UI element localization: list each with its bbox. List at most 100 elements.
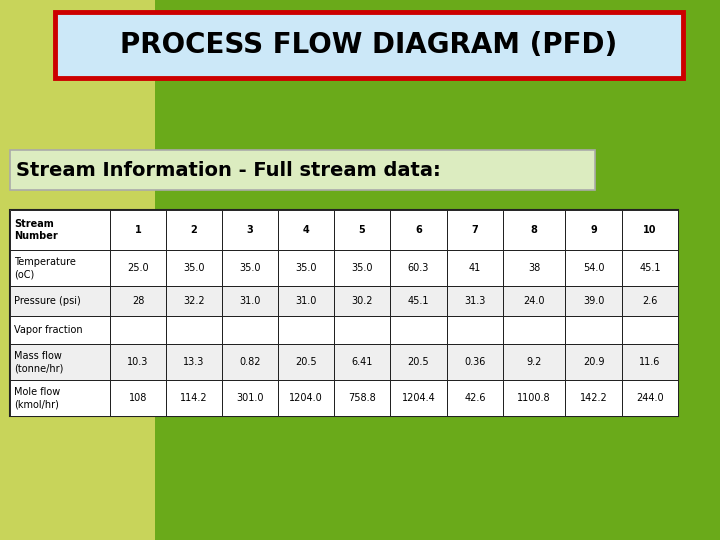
Bar [565, 210, 622, 250]
Bar [390, 286, 447, 316]
Bar [222, 210, 278, 250]
Text: 3: 3 [247, 225, 253, 235]
Text: 6: 6 [415, 225, 422, 235]
Bar [10, 210, 678, 416]
Bar [565, 250, 622, 286]
Bar [390, 250, 447, 286]
Bar [334, 380, 390, 416]
Bar [503, 286, 565, 316]
Bar [166, 380, 222, 416]
Bar [503, 344, 565, 380]
Text: 301.0: 301.0 [236, 393, 264, 403]
Bar [222, 344, 278, 380]
Text: 6.41: 6.41 [351, 357, 373, 367]
Text: 31.3: 31.3 [464, 296, 486, 306]
Text: 39.0: 39.0 [582, 296, 604, 306]
Bar [222, 316, 278, 344]
Bar [10, 344, 678, 380]
Text: 42.6: 42.6 [464, 393, 486, 403]
Text: 45.1: 45.1 [408, 296, 429, 306]
Text: 20.9: 20.9 [582, 357, 604, 367]
Bar [278, 344, 334, 380]
Bar [110, 210, 166, 250]
Bar [110, 250, 166, 286]
Text: 2.6: 2.6 [642, 296, 657, 306]
Text: 5: 5 [359, 225, 365, 235]
Bar [447, 210, 503, 250]
Bar [10, 250, 678, 286]
Text: 9: 9 [590, 225, 597, 235]
Text: 31.0: 31.0 [239, 296, 261, 306]
Bar [622, 210, 678, 250]
Bar [278, 210, 334, 250]
Bar [55, 12, 683, 78]
Bar [10, 316, 678, 344]
Bar [10, 286, 678, 316]
Bar [565, 344, 622, 380]
Bar [334, 344, 390, 380]
Bar [166, 286, 222, 316]
Text: Pressure (psi): Pressure (psi) [14, 296, 81, 306]
Text: 13.3: 13.3 [184, 357, 204, 367]
Bar [10, 210, 110, 250]
Bar [166, 210, 222, 250]
Bar [503, 380, 565, 416]
Bar [278, 316, 334, 344]
Bar [503, 250, 565, 286]
Text: Mole flow
(kmol/hr): Mole flow (kmol/hr) [14, 387, 60, 409]
Text: 28: 28 [132, 296, 144, 306]
Text: 244.0: 244.0 [636, 393, 664, 403]
Text: 35.0: 35.0 [239, 263, 261, 273]
Text: 35.0: 35.0 [295, 263, 317, 273]
Text: Stream
Number: Stream Number [14, 219, 58, 241]
Text: 45.1: 45.1 [639, 263, 661, 273]
Bar [503, 316, 565, 344]
Bar [10, 344, 110, 380]
Text: Mass flow
(tonne/hr): Mass flow (tonne/hr) [14, 351, 63, 373]
Bar [390, 344, 447, 380]
Text: 758.8: 758.8 [348, 393, 376, 403]
Bar [447, 250, 503, 286]
Text: Stream Information - Full stream data:: Stream Information - Full stream data: [16, 160, 441, 179]
Text: 9.2: 9.2 [526, 357, 541, 367]
Bar [447, 286, 503, 316]
Text: 0.82: 0.82 [239, 357, 261, 367]
Text: 60.3: 60.3 [408, 263, 429, 273]
Text: 1100.8: 1100.8 [517, 393, 551, 403]
Bar [10, 286, 110, 316]
Bar [447, 380, 503, 416]
Bar [334, 316, 390, 344]
Bar [278, 250, 334, 286]
Text: 35.0: 35.0 [351, 263, 373, 273]
Text: 38: 38 [528, 263, 540, 273]
Bar [390, 380, 447, 416]
Text: PROCESS FLOW DIAGRAM (PFD): PROCESS FLOW DIAGRAM (PFD) [120, 31, 618, 59]
Bar [622, 250, 678, 286]
Bar [10, 380, 110, 416]
Text: 11.6: 11.6 [639, 357, 661, 367]
Text: Vapor fraction: Vapor fraction [14, 325, 83, 335]
Bar [334, 286, 390, 316]
Bar [622, 380, 678, 416]
Bar [222, 286, 278, 316]
Text: 31.0: 31.0 [295, 296, 317, 306]
Text: 20.5: 20.5 [408, 357, 429, 367]
Text: 4: 4 [302, 225, 310, 235]
Bar [10, 316, 110, 344]
Text: 7: 7 [472, 225, 478, 235]
Bar [110, 380, 166, 416]
Text: 0.36: 0.36 [464, 357, 486, 367]
Bar [503, 210, 565, 250]
Text: 142.2: 142.2 [580, 393, 608, 403]
Bar [110, 344, 166, 380]
Bar [447, 316, 503, 344]
Bar [622, 344, 678, 380]
Bar [10, 210, 678, 250]
Bar [565, 316, 622, 344]
Bar [166, 344, 222, 380]
Bar [334, 250, 390, 286]
Text: 24.0: 24.0 [523, 296, 545, 306]
Text: Temperature
(oC): Temperature (oC) [14, 257, 76, 279]
Text: 2: 2 [191, 225, 197, 235]
Text: 20.5: 20.5 [295, 357, 317, 367]
